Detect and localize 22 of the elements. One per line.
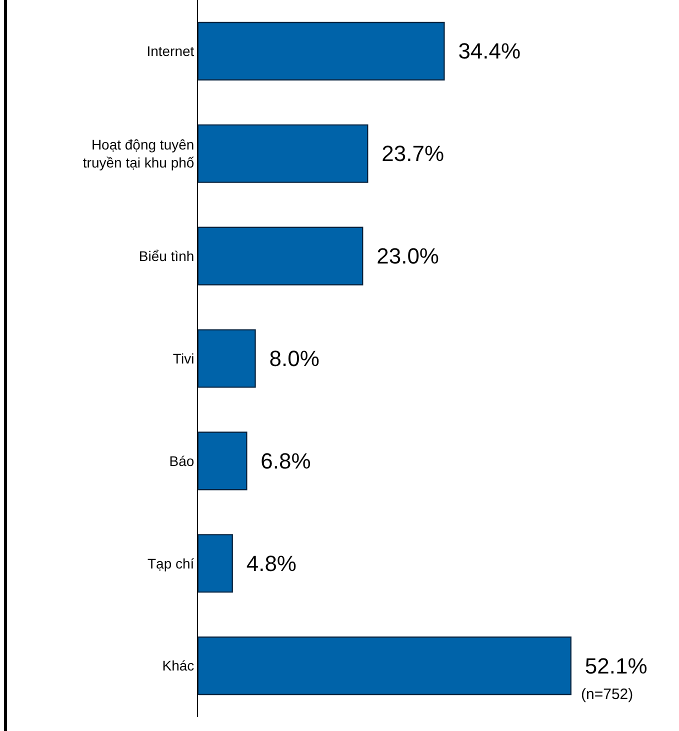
bar	[198, 226, 364, 286]
bar	[198, 636, 572, 696]
y-tick-label: Tivi	[172, 350, 194, 366]
data-label: 6.8%	[250, 448, 311, 474]
data-label: 8.0%	[258, 346, 320, 371]
y-tick-label: Khác	[162, 658, 194, 674]
y-tick-label: Internet	[146, 43, 194, 60]
text: (n=752)	[581, 686, 634, 703]
data-label: 23.7%	[370, 141, 444, 166]
bar	[198, 124, 368, 183]
bar	[198, 329, 256, 388]
y-tick-label: Biểu tình	[138, 248, 194, 264]
data-label: 52.1%	[574, 653, 648, 678]
data-label: 34.4%	[447, 38, 521, 64]
bar	[198, 534, 233, 593]
data-label: 23.0%	[366, 244, 439, 269]
y-tick-label: Báo	[169, 452, 194, 469]
bar	[198, 22, 445, 80]
data-label: 4.8%	[235, 550, 297, 576]
y-tick-label: Hoạt động tuyên truyền tại khu phố	[82, 136, 194, 171]
y-tick-label: Tạp chí	[147, 555, 194, 572]
bar	[198, 432, 248, 490]
